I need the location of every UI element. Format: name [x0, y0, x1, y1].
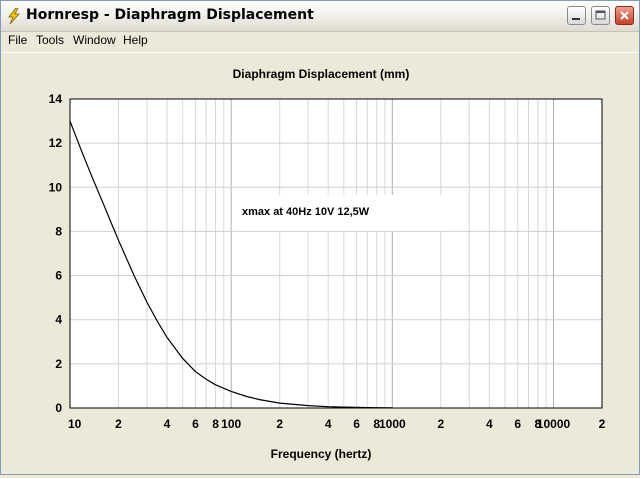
- x-tick-label: 2: [437, 417, 444, 431]
- x-tick-label: 8: [373, 417, 380, 431]
- y-tick-label: 6: [55, 269, 62, 283]
- y-tick-label: 0: [55, 401, 62, 415]
- plot-background: [70, 99, 602, 408]
- x-tick-label: 2: [115, 417, 122, 431]
- x-tick-label: 2: [599, 417, 606, 431]
- x-tick-label: 8: [535, 417, 542, 431]
- y-tick-label: 4: [55, 313, 62, 327]
- x-tick-label: 6: [192, 417, 199, 431]
- y-tick-label: 8: [55, 224, 62, 238]
- x-tick-label: 4: [325, 417, 332, 431]
- x-tick-label: 10000: [537, 417, 571, 431]
- chart-title: Diaphragm Displacement (mm): [233, 67, 410, 81]
- window-title: Hornresp - Diaphragm Displacement: [26, 7, 314, 23]
- y-tick-label: 14: [49, 92, 63, 106]
- x-axis-label: Frequency (hertz): [271, 447, 372, 461]
- menu-file[interactable]: File: [8, 33, 28, 47]
- displacement-curve: [69, 120, 393, 409]
- x-tick-label: 2: [276, 417, 283, 431]
- maximize-icon: [595, 10, 606, 20]
- menu-bar: File Tools Window Help: [1, 31, 639, 51]
- x-tick-label: 100: [221, 417, 241, 431]
- x-tick-label: 6: [514, 417, 521, 431]
- menu-window[interactable]: Window: [73, 33, 116, 47]
- maximize-button[interactable]: [591, 6, 610, 25]
- x-tick-label: 8: [212, 417, 219, 431]
- menu-tools[interactable]: Tools: [36, 33, 65, 47]
- plot-frame: [69, 98, 603, 409]
- y-tick-label: 2: [55, 357, 62, 371]
- chart-area: xmax at 40Hz 10V 12,5W Diaphragm Displace…: [3, 52, 637, 474]
- x-tick-label: 1000: [379, 417, 406, 431]
- displacement-chart: xmax at 40Hz 10V 12,5W Diaphragm Displace…: [49, 67, 606, 461]
- x-tick-label: 10: [68, 417, 82, 431]
- x-tick-label: 6: [353, 417, 360, 431]
- annotation-text: xmax at 40Hz 10V 12,5W: [242, 206, 370, 218]
- x-tick-label: 4: [164, 417, 171, 431]
- y-tick-label: 10: [49, 180, 63, 194]
- close-icon: [620, 11, 629, 20]
- title-bar[interactable]: Hornresp - Diaphragm Displacement: [1, 1, 639, 32]
- close-button[interactable]: [615, 6, 634, 25]
- annotation-background: [240, 195, 445, 231]
- minimize-icon: [572, 18, 580, 20]
- x-tick-label: 4: [486, 417, 493, 431]
- lightning-icon: [8, 8, 20, 24]
- minimize-button[interactable]: [567, 6, 586, 25]
- menu-help[interactable]: Help: [123, 33, 148, 47]
- y-tick-label: 12: [49, 136, 63, 150]
